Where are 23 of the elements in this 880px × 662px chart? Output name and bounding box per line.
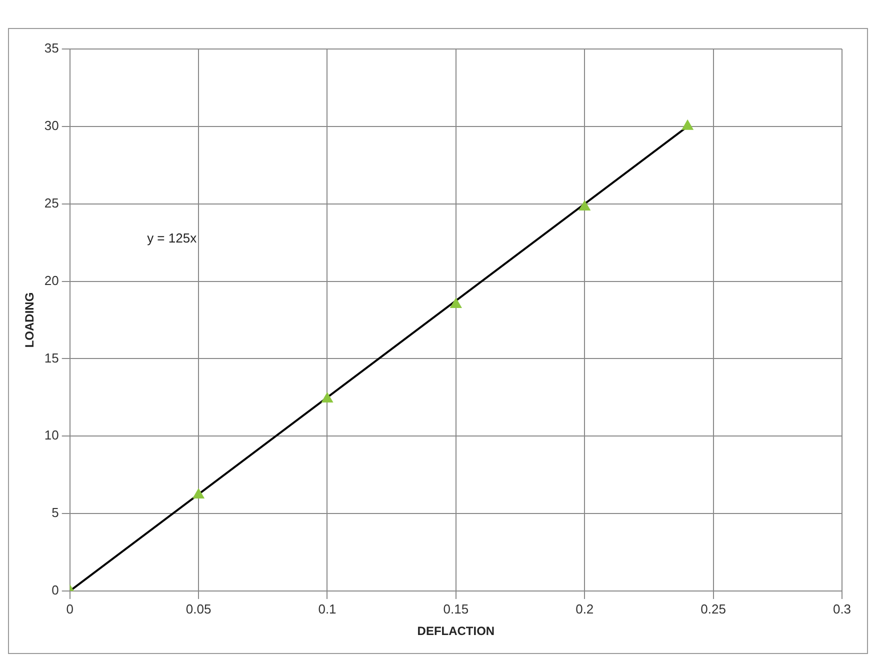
x-tick-label: 0 [66,601,74,616]
point [682,120,694,130]
annotation: y = 125x [147,230,198,246]
point [192,488,204,498]
y-tick-label: 10 [44,428,59,443]
y-tick-label: 25 [44,195,59,210]
y-axis-title: LOADING [22,292,37,348]
y-tick-label: 0 [52,582,59,598]
x-axis-title: DEFLACTION [417,624,495,638]
y-tick-label: 15 [44,350,59,366]
x-tick-label: 0.15 [443,601,469,616]
x-tick-label: 0.25 [700,601,726,616]
y-tick-label: 35 [44,40,59,56]
point [578,200,590,210]
point [322,392,333,402]
x-tick-label: 0.1 [318,601,336,616]
x-tick-label: 0.05 [186,601,212,616]
y-tick-label: 30 [44,118,59,134]
x-tick-label: 0.3 [832,601,852,616]
point [450,298,462,308]
y-tick-label: 20 [44,272,59,288]
y-tick-label: 5 [52,505,59,520]
x-tick-label: 0.2 [576,601,594,616]
